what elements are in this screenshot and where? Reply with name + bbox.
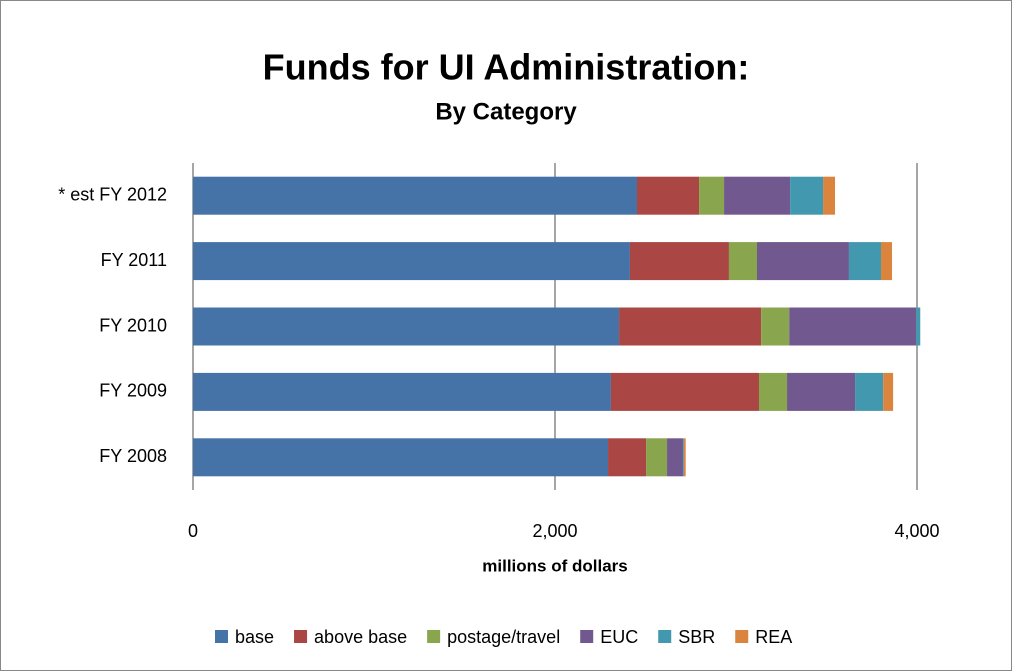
legend-label: SBR [678, 627, 715, 647]
bar-segment [761, 307, 790, 346]
y-tick-label: FY 2010 [99, 315, 167, 335]
legend-swatch [294, 630, 308, 643]
bar-segment [823, 176, 836, 215]
bar-segment [682, 438, 684, 477]
legend-swatch [735, 630, 749, 643]
bar-segment [193, 242, 630, 281]
legend-label: above base [314, 627, 407, 647]
bar-segment [636, 176, 700, 215]
bar-segment [724, 176, 791, 215]
bar-segment [629, 242, 729, 281]
y-tick-label: FY 2011 [101, 250, 167, 270]
legend-swatch [658, 630, 672, 643]
bar-segment [787, 372, 856, 411]
bar-segment [758, 372, 788, 411]
legend-label: base [235, 627, 274, 647]
legend-label: postage/travel [447, 627, 560, 647]
chart-subtitle: By Category [435, 98, 577, 125]
bar-segment [193, 307, 620, 346]
y-tick-label: FY 2008 [99, 446, 167, 466]
bar-segment [789, 307, 917, 346]
bar-segment [756, 242, 849, 281]
bar-segment [193, 372, 611, 411]
bar-segment [646, 438, 668, 477]
bar-segment [699, 176, 725, 215]
bar-segment [608, 438, 647, 477]
bar-segment [883, 372, 894, 411]
legend-label: REA [755, 627, 792, 647]
y-tick-label: * est FY 2012 [58, 184, 167, 204]
x-tick-label: 4,000 [894, 521, 939, 541]
x-tick-label: 2,000 [532, 521, 577, 541]
bar-segment [193, 438, 609, 477]
legend-swatch [427, 630, 441, 643]
bar-segment [728, 242, 757, 281]
bar-segment [193, 176, 637, 215]
legend-label: EUC [600, 627, 638, 647]
bar-segment [880, 242, 893, 281]
legend-swatch [580, 630, 594, 643]
bar-segment [848, 242, 881, 281]
bar-segment [916, 307, 921, 346]
bar-segment [790, 176, 824, 215]
bar-segment [667, 438, 683, 477]
x-tick-label: 0 [188, 521, 198, 541]
y-tick-label: FY 2009 [99, 381, 167, 401]
bar-segment [683, 438, 686, 477]
chart-title: Funds for UI Administration: [263, 47, 750, 88]
bar-segment [619, 307, 762, 346]
x-axis-title: millions of dollars [482, 556, 627, 575]
legend-swatch [215, 630, 228, 643]
bar-segment [855, 372, 884, 411]
bar-segment [610, 372, 759, 411]
